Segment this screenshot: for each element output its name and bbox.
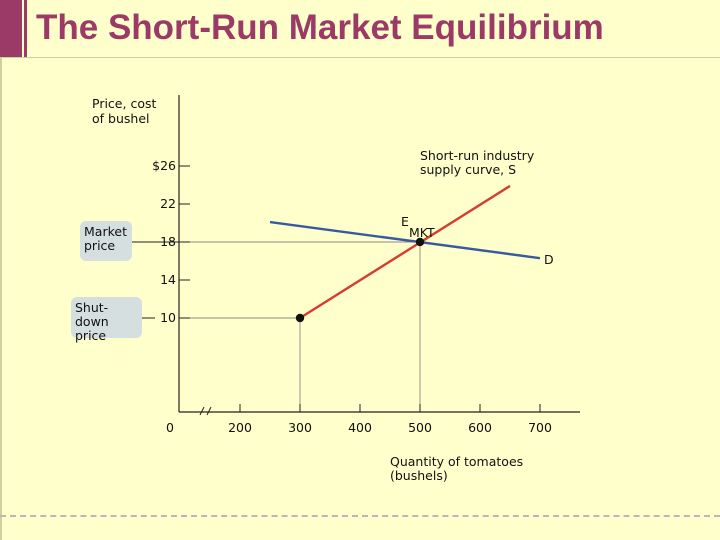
bottom-dashed-divider — [0, 515, 720, 517]
y-tick-label: 22 — [160, 196, 176, 211]
x-tick-label: 700 — [528, 420, 552, 435]
y-axis-title: Price, cost of bushel — [92, 96, 156, 126]
x-tick-label: 0 — [166, 420, 174, 435]
shutdown-price-label: Shut-down price — [75, 300, 109, 343]
demand-curve — [269, 220, 541, 260]
market-price-callout: Market price — [80, 221, 132, 261]
shutdown-price-callout: Shut-down price — [71, 297, 142, 343]
y-tick-label: $26 — [152, 158, 176, 173]
demand-curve-label: D — [544, 252, 554, 267]
y-tick-label: 10 — [160, 310, 176, 325]
title-bar — [0, 0, 720, 58]
x-tick-label: 600 — [468, 420, 492, 435]
x-tick-label: 200 — [228, 420, 252, 435]
equilibrium-sublabel: MKT — [409, 225, 435, 240]
left-divider — [0, 58, 2, 540]
x-axis-title: Quantity of tomatoes (bushels) — [390, 454, 523, 483]
accent-strip — [0, 0, 22, 58]
x-tick-label: 500 — [408, 420, 432, 435]
supply-curve-label: Short-run industry supply curve, S — [420, 148, 535, 177]
shutdown-point — [295, 313, 305, 323]
x-tick-label: 400 — [348, 420, 372, 435]
axis-break-mark — [199, 406, 205, 416]
title-divider — [0, 57, 720, 58]
y-tick-label: 18 — [160, 234, 176, 249]
x-tick-label: 300 — [288, 420, 312, 435]
slide-title: The Short-Run Market Equilibrium — [36, 8, 604, 47]
supply-curve — [299, 184, 511, 320]
axis-break-mark — [206, 406, 212, 416]
market-price-label: Market price — [84, 224, 127, 253]
equilibrium-point — [415, 237, 425, 247]
y-tick-label: 14 — [160, 272, 176, 287]
equilibrium-label: E — [401, 214, 409, 229]
accent-strip-thin — [24, 0, 27, 58]
